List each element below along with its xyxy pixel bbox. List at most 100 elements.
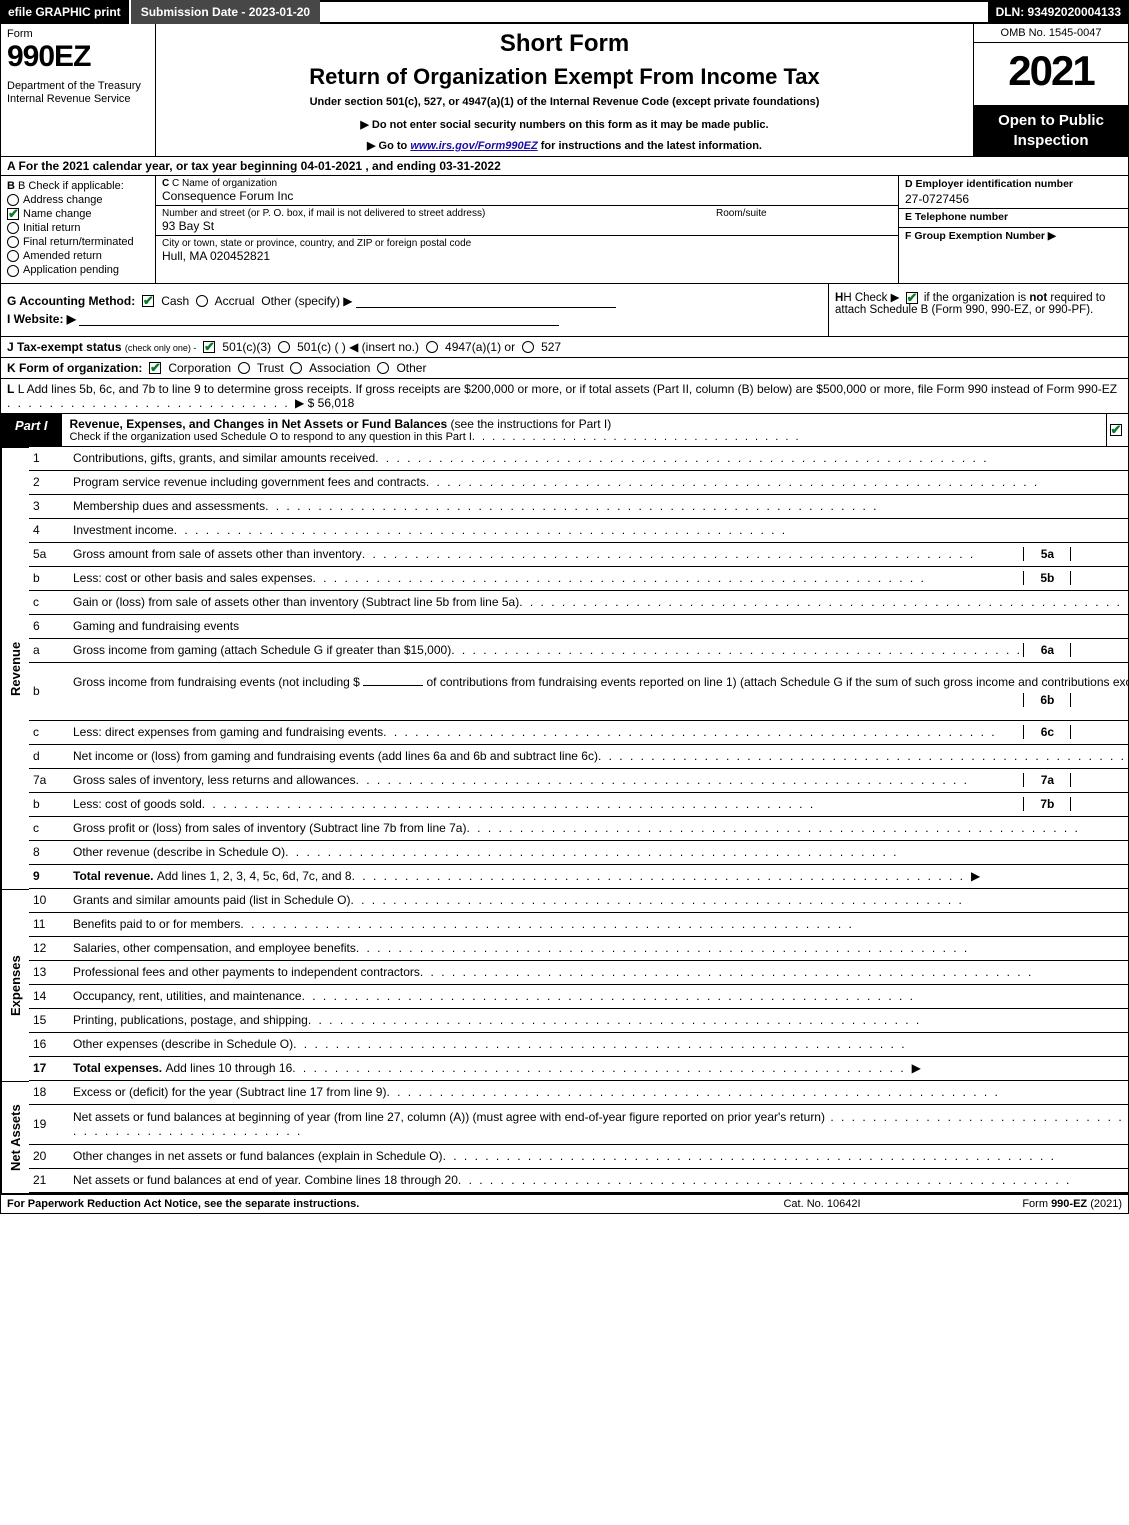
ein-value: 27-0727456 [905, 192, 1122, 206]
block-b-through-f: B B Check if applicable: Address changeN… [0, 176, 1129, 284]
527-checkbox[interactable] [522, 341, 534, 353]
form-header: Form 990EZ Department of the Treasury In… [0, 24, 1129, 157]
form-word: Form [7, 28, 149, 40]
part-i-schedule-o-check[interactable] [1106, 414, 1128, 446]
line-desc: Gaming and fundraising events [69, 615, 1129, 639]
row-h: HH Check ▶ if the organization is not re… [828, 284, 1128, 336]
line-number: 8 [29, 841, 69, 865]
schedule-b-checkbox[interactable] [906, 292, 918, 304]
trust-checkbox[interactable] [238, 362, 250, 374]
expenses-vertical-label: Expenses [1, 889, 29, 1081]
room-label: Room/suite [716, 208, 767, 219]
line-number: 7a [29, 769, 69, 793]
row-h-pre: H Check ▶ [843, 292, 902, 304]
telephone-label: E Telephone number [905, 211, 1122, 223]
checkbox-icon[interactable] [7, 236, 19, 248]
part-i-header: Part I Revenue, Expenses, and Changes in… [0, 414, 1129, 447]
line-desc: Excess or (deficit) for the year (Subtra… [69, 1081, 1129, 1105]
header-mid: Short Form Return of Organization Exempt… [156, 24, 973, 156]
line-desc: Gross income from fundraising events (no… [69, 663, 1129, 721]
section-b-item[interactable]: Amended return [7, 250, 149, 262]
line-desc: Other expenses (describe in Schedule O) [69, 1033, 1129, 1057]
line-number: b [29, 663, 69, 721]
accrual-checkbox[interactable] [196, 295, 208, 307]
line-number: 15 [29, 1009, 69, 1033]
ledger-table: Revenue1Contributions, gifts, grants, an… [0, 447, 1129, 1193]
website-blank[interactable] [79, 325, 559, 326]
row-l-amount-label: ▶ $ [295, 396, 314, 410]
other-specify-blank[interactable] [356, 307, 616, 308]
checkbox-icon[interactable] [7, 208, 19, 220]
line-desc: Net income or (loss) from gaming and fun… [69, 745, 1129, 769]
501c3-checkbox[interactable] [203, 341, 215, 353]
accrual-label: Accrual [215, 294, 255, 308]
ein-label: D Employer identification number [905, 178, 1122, 190]
other-org-checkbox[interactable] [377, 362, 389, 374]
section-b-item[interactable]: Final return/terminated [7, 236, 149, 248]
cash-checkbox[interactable] [142, 295, 154, 307]
section-d-e-f: D Employer identification number 27-0727… [898, 176, 1128, 283]
checkbox-icon[interactable] [7, 250, 19, 262]
association-checkbox[interactable] [290, 362, 302, 374]
part-i-title: Revenue, Expenses, and Changes in Net As… [70, 417, 612, 431]
line-desc: Less: direct expenses from gaming and fu… [69, 721, 1129, 745]
part-i-tab: Part I [1, 414, 62, 446]
section-b-item[interactable]: Address change [7, 194, 149, 206]
line-number: b [29, 793, 69, 817]
line-desc: Grants and similar amounts paid (list in… [69, 889, 1129, 913]
row-i: I Website: ▶ [7, 312, 822, 326]
do-not-enter: ▶ Do not enter social security numbers o… [166, 118, 963, 131]
checkbox-icon[interactable] [7, 265, 19, 277]
department-treasury: Department of the Treasury Internal Reve… [7, 80, 149, 106]
501c-checkbox[interactable] [278, 341, 290, 353]
section-b-item[interactable]: Application pending [7, 264, 149, 276]
line-number: b [29, 567, 69, 591]
row-g-h-i: G Accounting Method: Cash Accrual Other … [0, 284, 1129, 337]
line-desc: Net assets or fund balances at end of ye… [69, 1169, 1129, 1193]
page-footer: For Paperwork Reduction Act Notice, see … [0, 1193, 1129, 1214]
opt-trust: Trust [257, 361, 284, 375]
line-number: 11 [29, 913, 69, 937]
section-b-item[interactable]: Name change [7, 208, 149, 220]
row-l-amount: 56,018 [318, 396, 355, 410]
checkbox-icon[interactable] [7, 222, 19, 234]
line-desc: Investment income [69, 519, 1129, 543]
top-bar: efile GRAPHIC print Submission Date - 20… [0, 0, 1129, 24]
row-g-i-left: G Accounting Method: Cash Accrual Other … [1, 284, 828, 336]
checkbox-icon[interactable] [7, 194, 19, 206]
opt-501c3: 501(c)(3) [222, 340, 271, 354]
under-section: Under section 501(c), 527, or 4947(a)(1)… [166, 96, 963, 108]
irs-link[interactable]: www.irs.gov/Form990EZ [410, 140, 537, 152]
section-b-item[interactable]: Initial return [7, 222, 149, 234]
line-desc: Membership dues and assessments [69, 495, 1129, 519]
line-desc: Less: cost of goods sold7b [69, 793, 1129, 817]
line-desc: Occupancy, rent, utilities, and maintena… [69, 985, 1129, 1009]
line-desc: Gain or (loss) from sale of assets other… [69, 591, 1129, 615]
corporation-checkbox[interactable] [149, 362, 161, 374]
section-c: C C Name of organization Consequence For… [156, 176, 898, 283]
4947-checkbox[interactable] [426, 341, 438, 353]
website-label: I Website: ▶ [7, 312, 76, 326]
city-cell: City or town, state or province, country… [156, 236, 898, 265]
header-left: Form 990EZ Department of the Treasury In… [1, 24, 156, 156]
line-number: 2 [29, 471, 69, 495]
group-exemption-label: F Group Exemption Number ▶ [905, 230, 1122, 242]
line-desc: Gross amount from sale of assets other t… [69, 543, 1129, 567]
street-cell: Number and street (or P. O. box, if mail… [156, 206, 898, 236]
paperwork-notice: For Paperwork Reduction Act Notice, see … [7, 1198, 722, 1210]
opt-4947: 4947(a)(1) or [445, 340, 515, 354]
tax-year: 2021 [974, 43, 1128, 99]
line-number: 5a [29, 543, 69, 567]
line-desc: Other changes in net assets or fund bala… [69, 1145, 1129, 1169]
line-desc: Program service revenue including govern… [69, 471, 1129, 495]
opt-association: Association [309, 361, 370, 375]
cash-label: Cash [161, 294, 189, 308]
row-a-tax-year: A For the 2021 calendar year, or tax yea… [0, 157, 1129, 176]
line-desc: Total revenue. Add lines 1, 2, 3, 4, 5c,… [69, 865, 1129, 889]
line-number: 10 [29, 889, 69, 913]
row-h-post: if the organization is [921, 292, 1030, 304]
section-b: B B Check if applicable: Address changeN… [1, 176, 156, 283]
accounting-method-label: G Accounting Method: [7, 294, 135, 308]
line-desc: Gross sales of inventory, less returns a… [69, 769, 1129, 793]
line-number: 16 [29, 1033, 69, 1057]
